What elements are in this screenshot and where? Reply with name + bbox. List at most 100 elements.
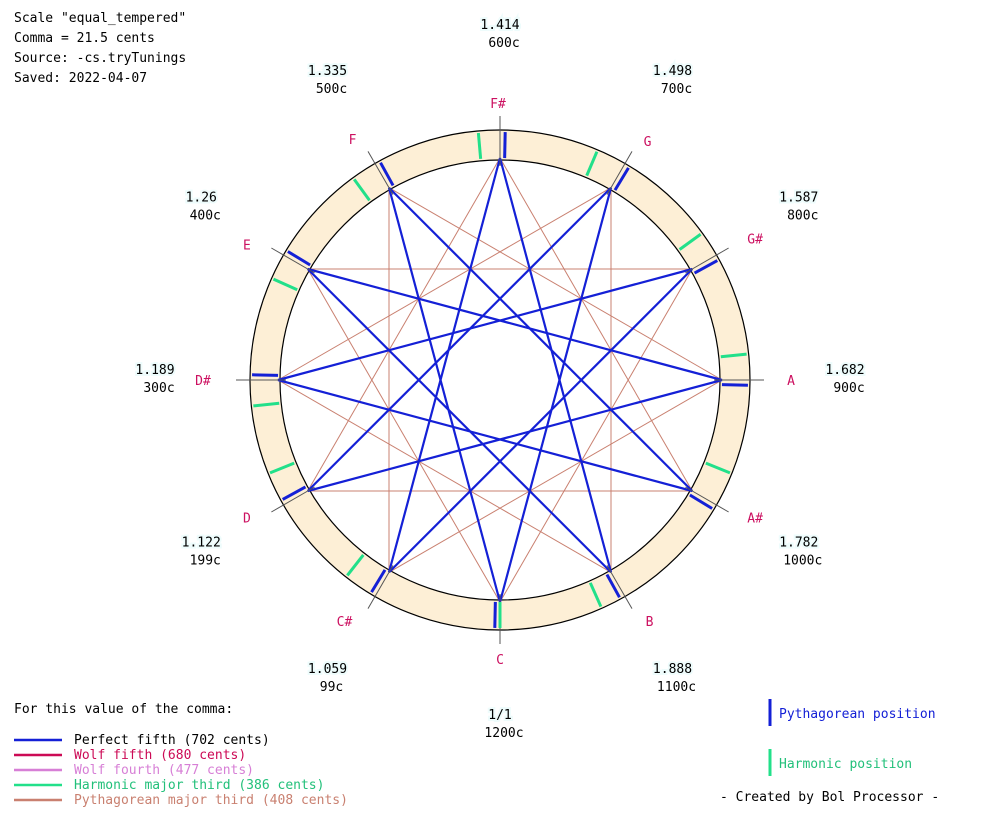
note-ratio: 1/1 (488, 708, 511, 723)
note-cents: 1200c (484, 726, 523, 741)
note-cents: 1000c (783, 554, 822, 569)
legend-heading: For this value of the comma: (14, 702, 234, 717)
note-ratio: 1.498 (653, 64, 692, 79)
harmonic-position-mark (253, 401, 280, 408)
perfect-fifth-line (498, 187, 613, 603)
harmonic-position-mark (269, 461, 295, 475)
note-cents: 900c (833, 381, 864, 396)
note-name-d: D (243, 512, 251, 527)
pythagorean-position-mark (605, 573, 621, 599)
harmonic-position-mark (588, 582, 603, 608)
legend-label: Wolf fifth (680 cents) (74, 748, 246, 763)
note-cents: 300c (143, 381, 174, 396)
legend-label: Wolf fourth (477 cents) (74, 763, 254, 778)
note-ratio: 1.189 (135, 363, 174, 378)
perfect-fifth-line (277, 267, 693, 382)
perfect-fifth-line (307, 378, 723, 493)
note-name-g-sharp: G# (747, 233, 763, 248)
harmonic-position-mark (476, 132, 483, 159)
note-name-a: A (787, 374, 795, 389)
perfect-fifth-line (387, 157, 502, 573)
comma-value: Comma = 21.5 cents (14, 31, 155, 46)
pythagorean-third-line (499, 157, 693, 492)
perfect-fifth-line (306, 268, 612, 574)
note-tick (367, 151, 394, 195)
note-tick (685, 486, 729, 513)
pythagorean-position-mark (613, 167, 630, 191)
note-cents: 600c (488, 36, 519, 51)
legend-label: Harmonic major third (386 cents) (74, 778, 324, 793)
harmonic-position-mark (272, 277, 298, 292)
pythagorean-position-mark (370, 569, 387, 593)
perfect-fifth-line (307, 267, 723, 382)
pythagorean-position-mark (693, 259, 719, 275)
pythagorean-third-line (388, 379, 723, 573)
note-name-c-sharp: C# (337, 615, 353, 630)
note-tick (271, 486, 315, 513)
note-name-b: B (646, 615, 654, 630)
note-name-f: F (349, 133, 357, 148)
pythagorean-position-label: Pythagorean position (779, 707, 936, 722)
note-name-e: E (243, 239, 251, 254)
harmonic-position-mark (720, 352, 747, 359)
harmonic-position-mark (585, 151, 599, 177)
note-ratio: 1.587 (779, 191, 818, 206)
note-cents: 99c (320, 680, 343, 695)
note-tick (271, 247, 315, 274)
perfect-fifth-line (387, 187, 502, 603)
footer-credit: - Created by Bol Processor - (720, 790, 940, 805)
pythagorean-position-mark (281, 485, 307, 501)
ring-inner-edge (279, 159, 721, 601)
source-line: Source: -cs.tryTunings (14, 51, 187, 66)
note-cents: 500c (316, 82, 347, 97)
note-tick (606, 565, 633, 609)
pythagorean-third-line (277, 187, 612, 381)
pythagorean-position-mark (287, 250, 311, 267)
saved-date: Saved: 2022-04-07 (14, 71, 148, 86)
note-ratio: 1.682 (825, 363, 864, 378)
perfect-fifth-line (388, 186, 694, 492)
note-ratio: 1.888 (653, 662, 692, 677)
note-name-a-sharp: A# (747, 512, 763, 527)
perfect-fifth-line (498, 157, 613, 573)
note-ratio: 1.26 (186, 191, 217, 206)
pythagorean-third-line (307, 268, 501, 603)
perfect-fifth-line (306, 186, 612, 492)
scale-name: Scale "equal_tempered" (14, 11, 187, 26)
note-ratio: 1.414 (480, 18, 519, 33)
note-ratio: 1.335 (308, 64, 347, 79)
legend-label: Pythagorean major third (408 cents) (74, 793, 348, 808)
note-name-g: G (644, 135, 652, 150)
header-info: Scale "equal_tempered" Comma = 21.5 cent… (14, 9, 186, 89)
note-cents: 800c (787, 209, 818, 224)
note-cents: 1100c (657, 680, 696, 695)
note-cents: 199c (190, 554, 221, 569)
pythagorean-third-line (277, 379, 612, 573)
harmonic-position-mark (346, 554, 365, 577)
note-ratio: 1.122 (182, 536, 221, 551)
note-tick (606, 151, 633, 195)
harmonic-position-mark (705, 461, 731, 475)
note-name-f-sharp: F# (490, 97, 506, 112)
perfect-fifth-line (277, 378, 693, 493)
pythagorean-position-mark (721, 383, 748, 387)
pythagorean-position-mark (503, 132, 507, 159)
pythagorean-third-line (307, 157, 501, 492)
harmonic-position-label: Harmonic position (779, 757, 912, 772)
harmonic-position-mark (353, 178, 371, 202)
note-ratio: 1.059 (308, 662, 347, 677)
pythagorean-third-line (388, 187, 723, 381)
note-ratio: 1.782 (779, 536, 818, 551)
note-tick (367, 565, 394, 609)
legend-label: Perfect fifth (702 cents) (74, 733, 270, 748)
pythagorean-position-mark (689, 493, 713, 510)
note-name-c: C (496, 653, 504, 668)
pythagorean-position-mark (493, 601, 497, 628)
perfect-fifth-line (388, 268, 694, 574)
harmonic-position-mark (678, 233, 702, 251)
note-tick (685, 247, 729, 274)
note-name-d-sharp: D# (195, 374, 211, 389)
pythagorean-position-mark (252, 373, 279, 377)
note-cents: 700c (661, 82, 692, 97)
